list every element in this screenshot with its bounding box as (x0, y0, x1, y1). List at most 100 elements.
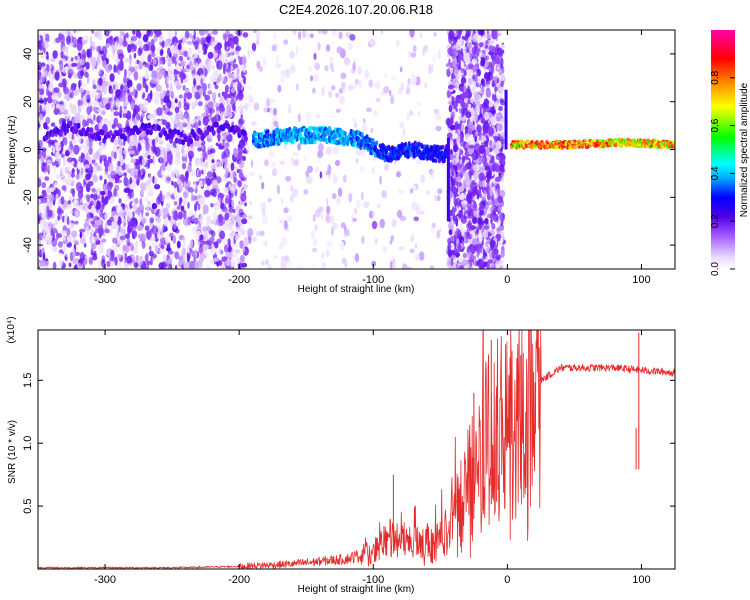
spectrogram-noise-cell (487, 70, 493, 81)
spectrogram-ridge-cell (235, 126, 240, 133)
spectrogram-noise-cell (44, 176, 50, 181)
spectrogram-noise-cell (258, 65, 263, 72)
spectrogram-noise-cell (436, 195, 441, 202)
spectrogram-noise-cell (150, 39, 155, 46)
spectrogram-ridge-cell (166, 133, 171, 140)
spectrogram-noise-cell (62, 237, 65, 242)
spectrogram-noise-cell (58, 82, 65, 88)
spectrogram-ridge-cell (255, 131, 259, 137)
spectrogram-noise-cell (110, 150, 115, 159)
spectrogram-noise-cell (471, 58, 478, 65)
spectrogram-noise-cell (229, 219, 235, 227)
spectrogram-noise-cell (314, 166, 320, 173)
spectrogram-noise-cell (162, 254, 168, 262)
spectrogram-noise-cell (451, 169, 455, 177)
spectrogram-noise-cell (117, 216, 122, 226)
spectrogram-noise-cell (177, 43, 182, 51)
spectrogram-noise-cell (485, 146, 490, 156)
spectrogram-noise-cell (392, 255, 396, 261)
spectrogram-noise-cell (251, 42, 257, 52)
spectrogram-noise-cell (122, 109, 128, 115)
spectrogram-noise-cell (452, 186, 458, 193)
spectrogram-noise-cell (84, 164, 90, 169)
spectrogram-noise-cell (336, 46, 343, 54)
spectrogram-noise-cell (305, 111, 312, 122)
spectrogram-ridge-cell (148, 129, 153, 136)
spectrogram-noise-cell (68, 262, 72, 267)
spectrogram-noise-cell (90, 206, 96, 214)
spectrogram-noise-cell (490, 116, 497, 127)
spectrogram-noise-cell (451, 61, 457, 68)
spectrogram-noise-cell (181, 162, 187, 170)
spectrogram-noise-cell (220, 210, 223, 215)
spectrogram-noise-cell (247, 227, 254, 237)
spectrogram-noise-cell (338, 31, 343, 40)
spectrogram-noise-cell (361, 235, 365, 244)
spectrogram-noise-cell (152, 225, 158, 236)
spectrogram-noise-cell (145, 212, 150, 217)
spectrogram-noise-cell (74, 55, 78, 61)
spectrogram-noise-cell (203, 231, 209, 242)
spectrogram-noise-cell (406, 113, 411, 121)
spectrogram-noise-cell (71, 168, 75, 174)
spectrogram-noise-cell (189, 239, 194, 249)
spectrogram-noise-cell (167, 250, 174, 255)
spectrogram-noise-cell (115, 204, 122, 214)
spectrogram-noise-cell (297, 113, 301, 123)
spectrogram-noise-cell (353, 122, 358, 129)
spectrogram-noise-cell (127, 94, 133, 103)
spectrogram-noise-cell (232, 251, 238, 258)
spectrogram-noise-cell (191, 183, 197, 190)
spectrogram-noise-cell (67, 157, 73, 163)
spectrogram-ridge-cell (408, 151, 412, 157)
spectrogram-noise-cell (410, 80, 416, 86)
spectrogram-noise-cell (239, 254, 245, 263)
spectrogram-noise-cell (115, 101, 120, 109)
spectrogram-noise-cell (64, 166, 69, 174)
spectrogram-noise-cell (60, 204, 67, 211)
spectrogram-noise-cell (154, 146, 161, 157)
spectrogram-noise-cell (123, 176, 129, 187)
spectrogram-noise-cell (484, 44, 488, 49)
spectrogram-noise-cell (70, 57, 74, 62)
spectrogram-noise-cell (133, 70, 139, 81)
spectrogram-noise-cell (65, 252, 70, 258)
spectrogram-noise-cell (232, 171, 236, 178)
spectrogram-noise-cell (499, 189, 506, 198)
spectrogram-noise-cell (38, 203, 41, 213)
spectrogram-noise-cell (112, 237, 117, 244)
spectrogram-noise-cell (138, 74, 143, 83)
spectrogram-noise-cell (50, 122, 56, 127)
spectrogram-heatmap (38, 30, 675, 269)
spectrogram-noise-cell (85, 226, 90, 237)
spectrogram-noise-cell (123, 262, 129, 269)
spectrogram-noise-cell (225, 40, 231, 47)
spectrogram-noise-cell (148, 245, 152, 251)
spectrogram-noise-cell (53, 91, 59, 101)
spectrogram-noise-cell (59, 259, 63, 267)
spectrogram-noise-cell (381, 190, 387, 199)
spectrogram-noise-cell (175, 153, 180, 163)
spectrogram-noise-cell (374, 237, 379, 245)
spectrogram-noise-cell (112, 244, 115, 252)
spectrogram-ridge-cell (382, 144, 386, 150)
spectrogram-noise-cell (193, 139, 200, 147)
spectrogram-noise-cell (446, 89, 451, 99)
spectrogram-noise-cell (455, 123, 461, 129)
spectrogram-noise-cell (327, 164, 332, 174)
spectrogram-noise-cell (38, 40, 42, 50)
spectrogram-noise-cell (397, 189, 405, 194)
spectrogram-noise-cell (223, 131, 230, 136)
spectrogram-noise-cell (199, 182, 204, 188)
spectrogram-noise-cell (78, 185, 84, 190)
spectrogram-noise-cell (38, 178, 42, 188)
spectrogram-noise-cell (57, 197, 61, 207)
spectrogram-noise-cell (452, 144, 459, 153)
spectrogram-noise-cell (93, 231, 97, 237)
spectrogram-noise-cell (41, 53, 47, 58)
spectrogram-noise-cell (241, 176, 247, 182)
spectrogram-noise-cell (245, 102, 248, 112)
spectrogram-noise-cell (398, 246, 405, 251)
spectrogram-noise-cell (244, 124, 247, 131)
spectrogram-noise-cell (326, 240, 333, 247)
